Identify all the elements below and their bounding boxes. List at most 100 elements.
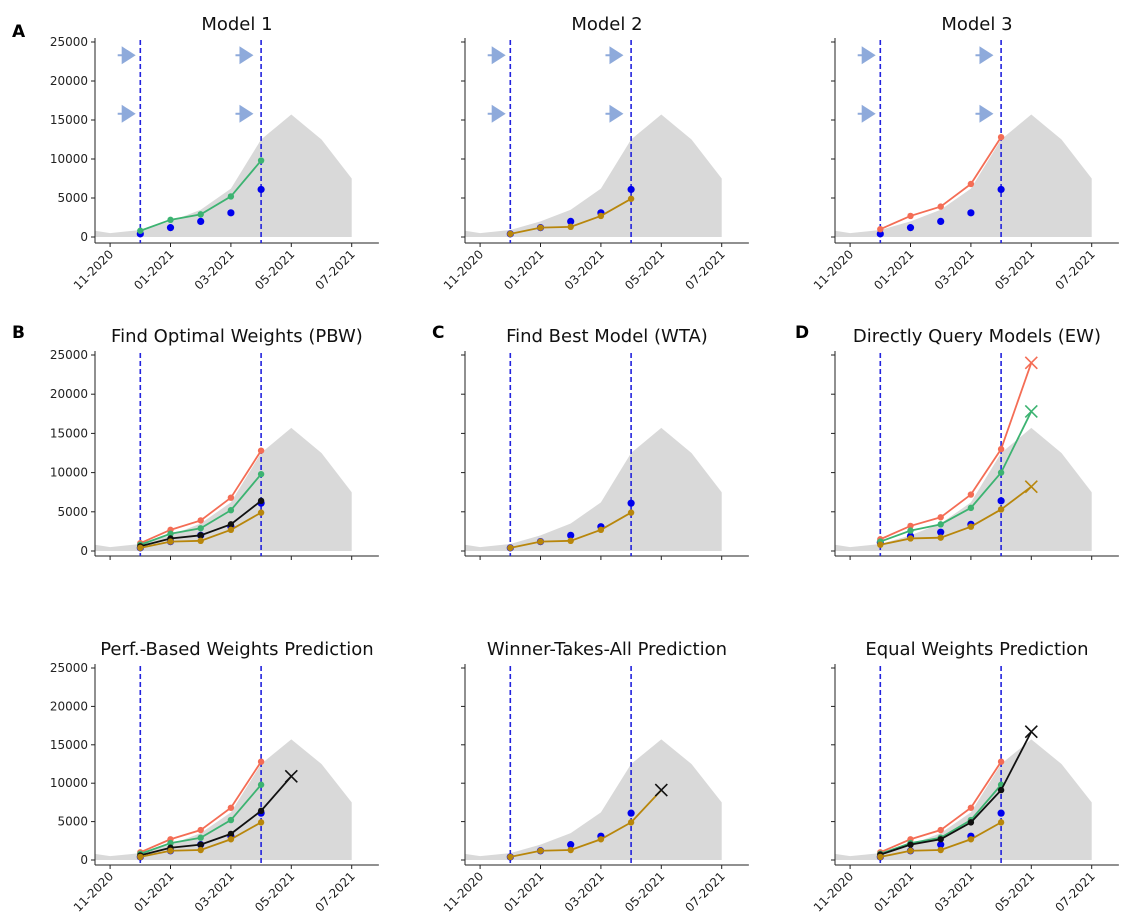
x-tick-label: 07-2021 [1052, 247, 1097, 292]
query-arrow-icon [861, 104, 876, 123]
series-point-model3 [967, 491, 975, 498]
y-tick-label: 15000 [50, 738, 88, 752]
forecast-marker-ensemble [284, 769, 298, 783]
x-tick-label: 05-2021 [252, 869, 297, 914]
series-point-model2 [627, 195, 635, 202]
series-point-model2 [937, 846, 944, 854]
series-point-model3 [937, 514, 944, 521]
series-point-model3 [257, 758, 265, 765]
chart-title: Find Optimal Weights (PBW) [111, 326, 363, 347]
series-point-model1 [197, 525, 204, 532]
x-tick-label: 11-2020 [441, 247, 486, 292]
series-point-model3 [997, 133, 1005, 141]
series-point-model2 [597, 212, 605, 220]
query-arrow-icon [239, 46, 254, 65]
x-tick-label: 03-2021 [192, 869, 237, 914]
x-tick-label: 03-2021 [562, 869, 607, 914]
observed-cases-area [465, 114, 722, 237]
observed-point [997, 809, 1005, 817]
series-point-model2 [137, 544, 144, 552]
series-point-ensemble [197, 841, 204, 848]
x-tick-label: 03-2021 [192, 247, 237, 292]
series-point-model1 [137, 227, 144, 234]
x-tick-label: 05-2021 [252, 247, 297, 292]
observed-point [997, 185, 1005, 194]
series-point-model1 [167, 839, 174, 847]
x-tick-label: 11-2020 [71, 869, 116, 914]
y-tick-label: 5000 [57, 815, 88, 829]
chart-panel-8: Winner-Takes-All Prediction 11-2020 01-202… [441, 639, 749, 915]
observed-point [567, 841, 575, 849]
x-tick-label: 11-2020 [811, 869, 856, 914]
y-tick-label: 0 [80, 544, 88, 558]
observed-cases-area [465, 739, 722, 860]
chart-title: Model 1 [201, 14, 272, 35]
y-tick-label: 10000 [50, 776, 88, 790]
observed-point [567, 217, 575, 225]
x-tick-label: 03-2021 [932, 869, 977, 914]
forecast-line-model1 [1000, 411, 1033, 473]
y-tick-label: 25000 [50, 35, 88, 49]
series-point-model2 [877, 853, 884, 861]
chart-panel-6: Directly Query Models (EW) [831, 326, 1119, 560]
query-arrow-icon [239, 104, 254, 123]
observed-point [937, 841, 945, 849]
series-point-model2 [567, 846, 574, 854]
series-point-model1 [937, 521, 944, 528]
observed-point [627, 499, 635, 507]
series-point-ensemble [937, 836, 944, 843]
series-point-model2 [197, 846, 204, 854]
observed-point [906, 224, 915, 232]
series-point-model1 [257, 781, 265, 788]
x-tick-label: 11-2020 [71, 247, 116, 292]
x-tick-label: 01-2021 [871, 247, 916, 292]
x-tick-label: 11-2020 [811, 247, 856, 292]
x-tick-label: 01-2021 [871, 869, 916, 914]
x-tick-label: 07-2021 [312, 869, 357, 914]
series-point-model3 [967, 804, 975, 811]
chart-panel-4: Find Optimal Weights (PBW) 0 5000 10000 1500… [50, 326, 379, 560]
series-point-model2 [167, 538, 174, 545]
series-point-model2 [507, 853, 514, 861]
forecast-line-model3 [1000, 362, 1033, 450]
series-point-model2 [507, 544, 514, 552]
series-point-model1 [257, 470, 265, 478]
series-point-model2 [537, 538, 544, 545]
x-tick-label: 05-2021 [622, 869, 667, 914]
series-point-model2 [567, 223, 574, 231]
x-tick-label: 01-2021 [501, 869, 546, 914]
series-point-model3 [997, 758, 1005, 765]
panel-label-a: A [12, 22, 26, 42]
observed-cases-area [95, 114, 352, 237]
forecast-marker-model2 [654, 783, 668, 797]
observed-point [997, 497, 1005, 505]
x-tick-label: 01-2021 [131, 247, 176, 292]
query-arrow-icon [979, 46, 994, 65]
series-point-model2 [907, 535, 914, 542]
x-tick-label: 03-2021 [932, 247, 977, 292]
y-tick-label: 5000 [57, 505, 88, 519]
forecast-marker-model3 [1024, 356, 1038, 370]
observed-cases-area [95, 427, 352, 551]
series-point-model2 [967, 523, 975, 530]
series-point-model3 [907, 522, 914, 530]
series-point-model3 [197, 826, 204, 834]
y-tick-label: 20000 [50, 699, 88, 713]
x-tick-label: 05-2021 [992, 869, 1037, 914]
series-point-model3 [227, 494, 235, 501]
observed-point [197, 217, 205, 225]
series-point-model1 [197, 834, 204, 841]
query-arrow-icon [979, 104, 994, 123]
query-arrow-icon [609, 104, 624, 123]
observed-cases-area [835, 427, 1092, 551]
x-tick-label: 05-2021 [992, 247, 1037, 292]
panel-label-c: C [432, 323, 444, 343]
query-arrow-icon [491, 104, 506, 123]
forecast-marker-model2 [1024, 480, 1038, 494]
observed-point [166, 224, 175, 232]
y-tick-label: 20000 [50, 387, 88, 401]
y-tick-label: 15000 [50, 426, 88, 440]
series-point-model2 [537, 847, 544, 854]
observed-point [937, 528, 945, 536]
